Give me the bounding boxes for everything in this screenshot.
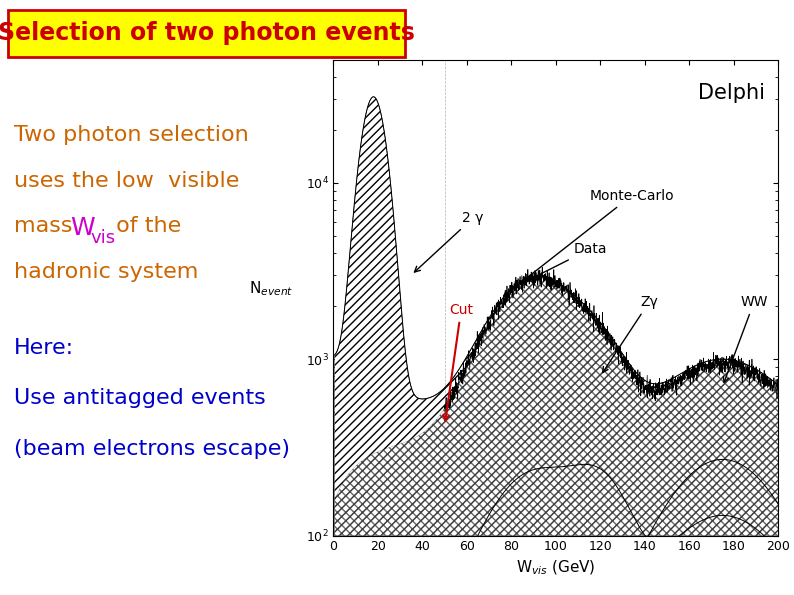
Text: 2 γ: 2 γ (414, 211, 484, 272)
Text: Data: Data (526, 242, 607, 281)
Text: W: W (70, 216, 94, 240)
Text: Delphi: Delphi (698, 83, 765, 104)
Text: Selection of two photon events: Selection of two photon events (0, 21, 415, 45)
Text: mass: mass (14, 216, 79, 236)
Text: Monte-Carlo: Monte-Carlo (503, 189, 674, 296)
Text: Two photon selection: Two photon selection (14, 125, 249, 145)
Text: Here:: Here: (14, 338, 74, 358)
FancyBboxPatch shape (8, 10, 405, 57)
Text: vis: vis (91, 229, 116, 247)
Y-axis label: N$_{event}$: N$_{event}$ (249, 279, 293, 298)
Text: (beam electrons escape): (beam electrons escape) (14, 439, 290, 459)
Text: Cut: Cut (443, 303, 473, 421)
Text: Use antitagged events: Use antitagged events (14, 388, 266, 408)
Text: WW: WW (723, 295, 768, 383)
Text: uses the low  visible: uses the low visible (14, 171, 239, 191)
Text: of the: of the (109, 216, 181, 236)
X-axis label: W$_{vis}$ (GeV): W$_{vis}$ (GeV) (516, 559, 596, 577)
Text: hadronic system: hadronic system (14, 262, 198, 282)
Text: Zγ: Zγ (603, 295, 658, 372)
